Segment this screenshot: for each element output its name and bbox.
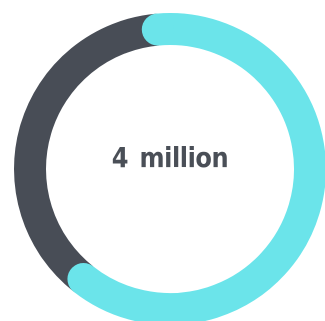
donut-slice-1 (14, 13, 160, 292)
donut-center-label: 4 million (111, 141, 229, 174)
donut-slice-0 (73, 13, 325, 321)
donut-slice-0-cap (141, 13, 174, 46)
donut-slice-0-end-cap (67, 263, 100, 296)
